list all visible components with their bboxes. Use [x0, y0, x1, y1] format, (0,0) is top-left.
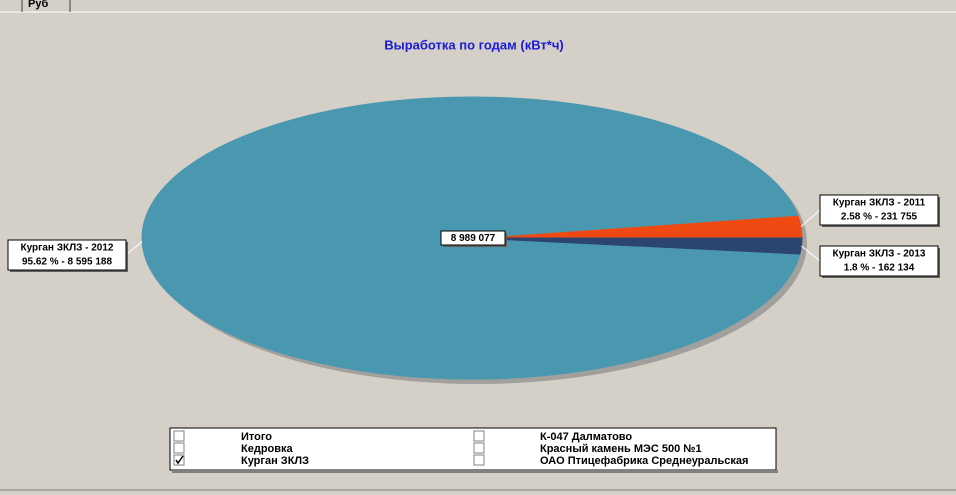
legend-label[interactable]: ОАО Птицефабрика Среднеуральская: [540, 455, 748, 467]
slice-label: Курган ЗКЛЗ - 2012: [21, 243, 114, 254]
legend-label[interactable]: Итого: [241, 431, 272, 443]
checkbox[interactable]: [473, 454, 485, 466]
chart-title: Выработка по годам (кВт*ч): [384, 37, 564, 52]
checkbox[interactable]: [473, 430, 485, 442]
leader-line: [801, 245, 821, 262]
slice-label: Курган ЗКЛЗ - 2011: [833, 198, 926, 209]
checkbox[interactable]: [173, 454, 185, 466]
checkbox[interactable]: [173, 430, 185, 442]
tab[interactable]: Руб: [28, 0, 48, 10]
label-box: [819, 245, 939, 277]
legend-label[interactable]: Курган ЗКЛЗ: [241, 455, 309, 467]
label-box: [7, 239, 127, 271]
labels: Курган ЗКЛЗ - 2011 2.58 % - 231 755 Курган…: [7, 194, 940, 278]
checkbox[interactable]: [473, 442, 485, 454]
legend-label[interactable]: К-047 Далматово: [540, 431, 632, 443]
checkbox[interactable]: [173, 442, 185, 454]
legend-label[interactable]: Кедровка: [241, 443, 294, 455]
label-box: [819, 194, 939, 226]
total-box: [440, 230, 506, 246]
slice-value-label: 1.8 % - 162 134: [844, 263, 915, 274]
pie-slice: [471, 237, 803, 255]
leader-line: [800, 209, 821, 227]
checkmark: [175, 455, 184, 465]
slice-label: Курган ЗКЛЗ - 2013: [833, 249, 926, 260]
leader-line: [125, 241, 143, 256]
slice-value-label: 2.58 % - 231 755: [841, 212, 918, 223]
legend-shadow: [172, 470, 778, 473]
legend-box: [169, 427, 777, 471]
total-label: 8 989 077: [451, 233, 496, 244]
slice-value-label: 95.62 % - 8 595 188: [22, 257, 113, 268]
legend-label[interactable]: Красный камень МЭС 500 №1: [540, 443, 702, 455]
tab-border: [21, 0, 71, 12]
